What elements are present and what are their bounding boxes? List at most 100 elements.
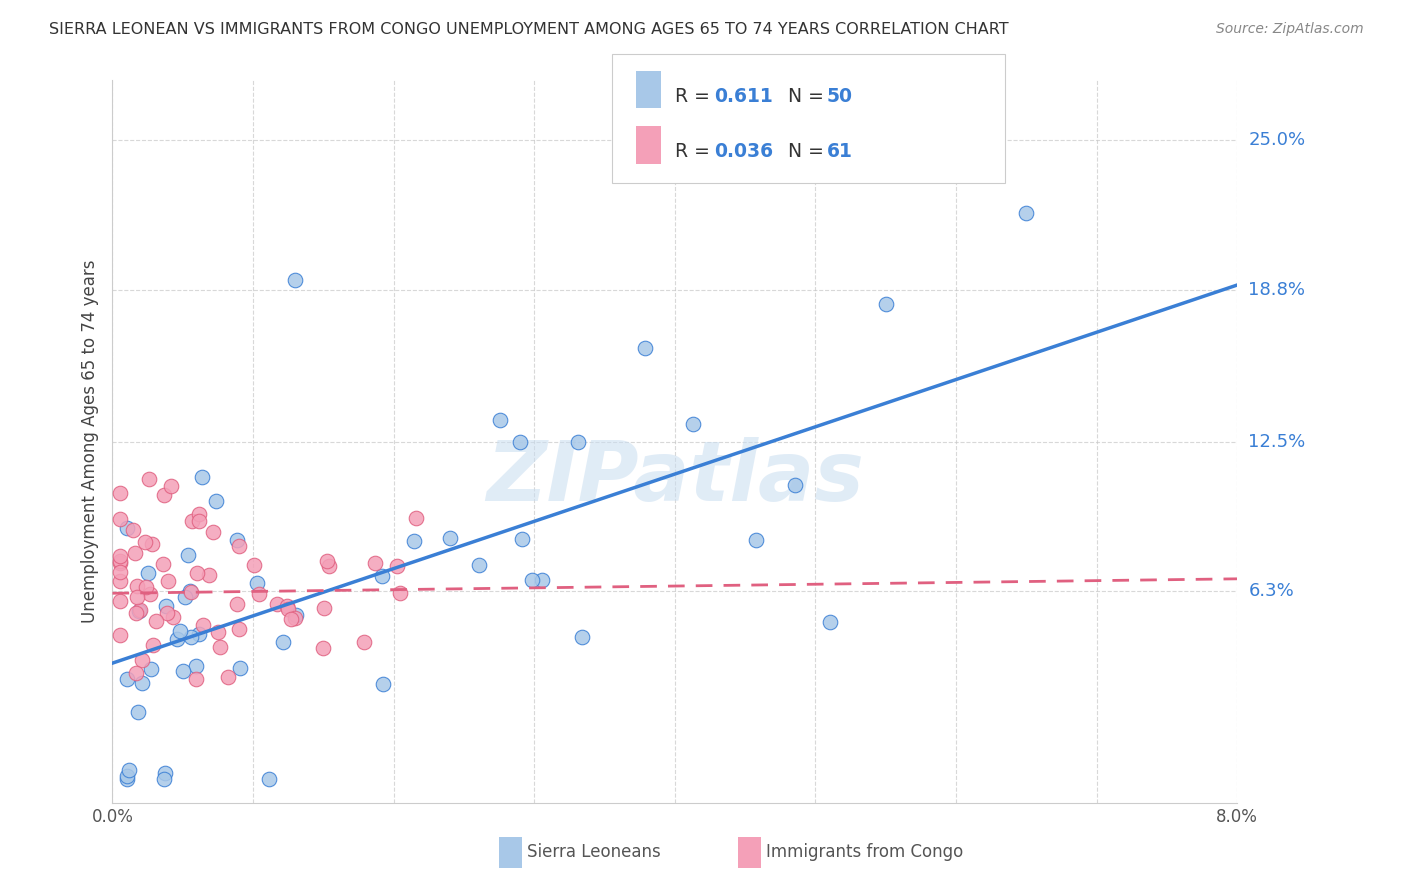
Point xyxy=(228,623,250,637)
Point xyxy=(818,615,841,630)
Point xyxy=(125,606,148,620)
Point xyxy=(169,624,191,638)
Point xyxy=(141,537,163,551)
Point xyxy=(124,546,146,560)
Point xyxy=(277,601,299,615)
Point xyxy=(217,670,239,684)
Text: Sierra Leoneans: Sierra Leoneans xyxy=(527,843,661,862)
Point xyxy=(127,591,149,605)
Point xyxy=(180,585,202,599)
Point xyxy=(284,273,307,287)
Point xyxy=(180,630,202,644)
Point xyxy=(166,632,188,646)
Point xyxy=(197,568,219,582)
Point xyxy=(172,665,194,679)
Point xyxy=(174,591,197,605)
Text: N =: N = xyxy=(776,143,830,161)
Point xyxy=(371,677,394,691)
Point xyxy=(108,486,131,500)
Point xyxy=(131,676,153,690)
Point xyxy=(266,597,288,611)
Point xyxy=(271,634,294,648)
Text: R =: R = xyxy=(675,143,716,161)
Y-axis label: Unemployment Among Ages 65 to 74 years: Unemployment Among Ages 65 to 74 years xyxy=(80,260,98,624)
Text: 18.8%: 18.8% xyxy=(1249,281,1305,299)
Point xyxy=(128,603,150,617)
Point xyxy=(353,635,375,649)
Point xyxy=(284,607,307,622)
Point xyxy=(179,583,201,598)
Point xyxy=(209,640,232,655)
Text: SIERRA LEONEAN VS IMMIGRANTS FROM CONGO UNEMPLOYMENT AMONG AGES 65 TO 74 YEARS C: SIERRA LEONEAN VS IMMIGRANTS FROM CONGO … xyxy=(49,22,1010,37)
Point xyxy=(153,765,176,780)
Point xyxy=(115,772,138,786)
Point xyxy=(108,512,131,526)
Point xyxy=(276,599,298,613)
Point xyxy=(385,558,408,573)
Point xyxy=(228,539,250,553)
Point xyxy=(122,523,145,537)
Point xyxy=(108,554,131,568)
Point xyxy=(115,769,138,783)
Point xyxy=(280,612,302,626)
Point xyxy=(108,549,131,563)
Point xyxy=(156,606,179,620)
Point xyxy=(191,469,214,483)
Point xyxy=(682,417,704,432)
Point xyxy=(115,521,138,535)
Point xyxy=(246,576,269,591)
Point xyxy=(257,772,280,786)
Point xyxy=(142,638,165,652)
Point xyxy=(530,573,553,587)
Point xyxy=(226,597,249,611)
Point xyxy=(108,565,131,579)
Point xyxy=(316,553,339,567)
Point xyxy=(180,514,202,528)
Point xyxy=(402,533,425,548)
Point xyxy=(744,533,766,547)
Point xyxy=(125,666,148,681)
Point xyxy=(312,641,335,656)
Point xyxy=(138,472,160,486)
Point xyxy=(162,609,184,624)
Text: 0.611: 0.611 xyxy=(714,87,773,106)
Point xyxy=(875,297,897,311)
Text: Immigrants from Congo: Immigrants from Congo xyxy=(766,843,963,862)
Point xyxy=(160,479,183,493)
Point xyxy=(283,611,305,625)
Point xyxy=(186,566,208,581)
Point xyxy=(567,434,589,449)
Point xyxy=(131,653,153,667)
Point xyxy=(155,599,177,613)
Point xyxy=(388,585,411,599)
Point xyxy=(225,533,247,548)
Point xyxy=(128,604,150,618)
Text: 0.036: 0.036 xyxy=(714,143,773,161)
Point xyxy=(201,524,224,539)
Point xyxy=(188,507,211,521)
Point xyxy=(318,559,340,574)
Point xyxy=(152,558,174,572)
Point xyxy=(153,487,176,501)
Point xyxy=(177,548,200,562)
Point xyxy=(136,566,159,580)
Point xyxy=(108,557,131,571)
Point xyxy=(243,558,266,573)
Point xyxy=(108,574,131,588)
Point xyxy=(139,662,162,676)
Point xyxy=(108,628,131,642)
Point xyxy=(127,705,149,719)
Text: 61: 61 xyxy=(827,143,852,161)
Text: 25.0%: 25.0% xyxy=(1249,131,1306,150)
Point xyxy=(247,587,270,601)
Point xyxy=(1015,205,1038,219)
Point xyxy=(184,659,207,673)
Point xyxy=(191,618,214,632)
Point xyxy=(156,574,179,588)
Point xyxy=(364,556,387,570)
Point xyxy=(145,614,167,628)
Point xyxy=(405,511,427,525)
Point xyxy=(520,573,543,587)
Point xyxy=(135,581,157,595)
Text: N =: N = xyxy=(776,87,830,106)
